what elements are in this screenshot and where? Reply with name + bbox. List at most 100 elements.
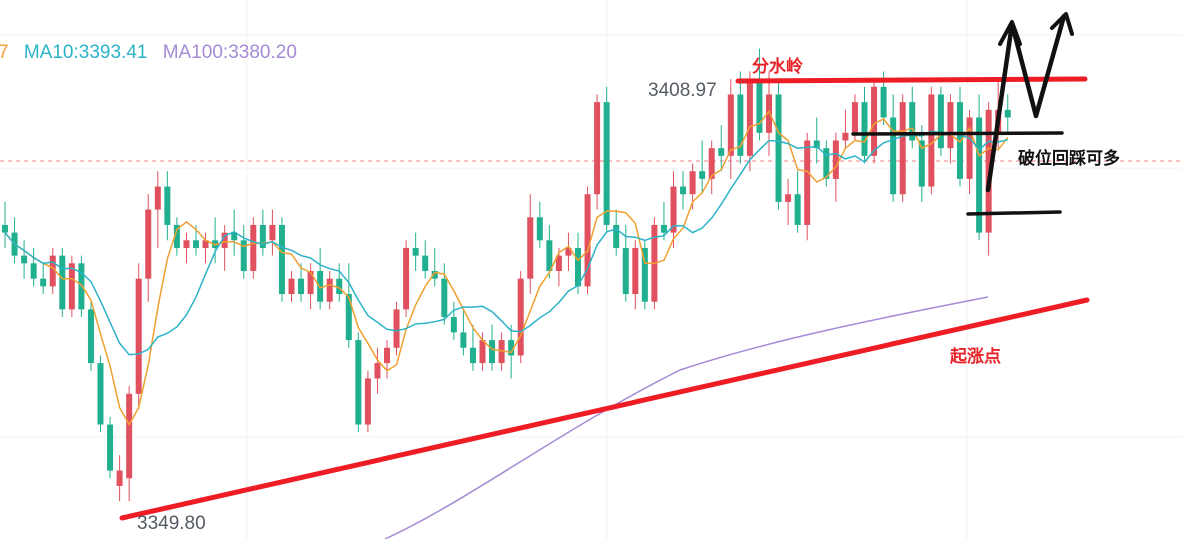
ma100-line	[384, 296, 989, 539]
candle-73	[699, 140, 706, 195]
range-top-line	[851, 131, 1064, 136]
candle-body-24	[231, 232, 238, 241]
candle-6	[59, 247, 66, 318]
legend-ma5: 7	[0, 42, 9, 63]
candle-body-6	[59, 255, 66, 310]
candle-body-85	[813, 140, 820, 149]
candle-body-105	[1004, 109, 1011, 118]
candle-64	[613, 209, 620, 256]
candle-body-20	[193, 240, 199, 248]
candle-body-98	[937, 94, 944, 149]
candle-body-73	[699, 171, 706, 179]
candle-44	[422, 240, 429, 279]
candle-85	[813, 117, 820, 164]
candle-50	[479, 332, 486, 371]
candle-body-10	[97, 363, 104, 425]
ma10-line	[4, 130, 1008, 356]
candle-body-18	[173, 224, 180, 248]
candle-95	[909, 86, 916, 149]
watershed-line	[735, 76, 1088, 84]
arrow-head-2	[1050, 12, 1074, 36]
candle-body-59	[565, 247, 572, 256]
high-price-label: 3408.97	[648, 80, 717, 101]
candle-body-9	[87, 309, 94, 364]
candle-body-3	[30, 263, 37, 279]
candle-77	[737, 71, 744, 164]
candle-97	[928, 86, 935, 195]
range-bottom-line	[966, 210, 1062, 216]
candle-75	[718, 125, 725, 172]
candle-body-17	[164, 186, 171, 225]
candle-2	[21, 240, 28, 279]
candle-26	[250, 217, 257, 279]
low-price-label: 3349.80	[137, 513, 206, 534]
candle-body-91	[871, 86, 878, 156]
candle-79	[756, 48, 763, 141]
candle-96	[918, 125, 925, 202]
candle-56	[536, 201, 543, 248]
candle-body-83	[794, 194, 801, 225]
candle-body-43	[412, 247, 419, 256]
candle-84	[804, 132, 811, 241]
candle-86	[823, 140, 830, 187]
candle-body-5	[49, 255, 56, 287]
candle-69	[660, 201, 667, 241]
candle-55	[527, 194, 534, 295]
candle-body-52	[498, 340, 505, 364]
candle-body-7	[68, 263, 75, 310]
candle-body-37	[355, 340, 362, 425]
candle-body-48	[460, 332, 467, 348]
legend-ma10: MA10:3393.41	[23, 42, 148, 63]
candle-body-96	[918, 140, 925, 187]
candle-41	[393, 301, 400, 356]
candle-1	[11, 217, 18, 264]
candle-body-78	[746, 79, 753, 156]
candle-61	[584, 186, 591, 295]
candle-body-86	[823, 148, 830, 179]
drawings	[119, 12, 1090, 521]
candle-body-67	[641, 247, 648, 302]
candle-80	[766, 71, 772, 156]
candle-body-32	[307, 271, 314, 295]
candle-body-93	[890, 117, 897, 195]
candle-51	[489, 324, 496, 371]
candle-37	[355, 332, 362, 433]
candle-10	[97, 355, 104, 433]
candle-60	[575, 232, 581, 295]
candle-59	[565, 232, 572, 271]
legend-ma100: MA100:3380.20	[162, 42, 297, 63]
candle-body-11	[107, 424, 114, 471]
candle-body-31	[298, 278, 305, 295]
candle-100	[957, 86, 963, 187]
candle-body-100	[957, 102, 963, 179]
candle-14	[135, 263, 142, 410]
candle-body-16	[154, 186, 161, 210]
candle-body-28	[269, 224, 276, 241]
candle-body-53	[508, 340, 515, 356]
candle-body-55	[527, 217, 534, 279]
candle-body-101	[966, 117, 973, 179]
start-point-annotation: 起涨点	[950, 347, 1001, 367]
candle-body-79	[756, 79, 763, 133]
candle-body-75	[718, 148, 725, 156]
candle-body-2	[21, 255, 28, 264]
candle-81	[775, 79, 782, 210]
candle-63	[603, 86, 610, 233]
candle-101	[966, 109, 973, 195]
candle-8	[78, 255, 85, 318]
candle-88	[842, 109, 849, 149]
candle-body-80	[766, 94, 772, 133]
candle-25	[240, 224, 247, 279]
candle-body-19	[183, 240, 190, 248]
candle-body-42	[403, 247, 410, 310]
candle-body-29	[278, 224, 285, 295]
candle-54	[517, 271, 524, 364]
candle-body-21	[202, 240, 209, 248]
candle-0	[2, 201, 8, 248]
candle-105	[1004, 94, 1011, 133]
candle-body-99	[947, 102, 954, 149]
breakout-path	[985, 13, 1067, 193]
candle-65	[622, 224, 629, 302]
